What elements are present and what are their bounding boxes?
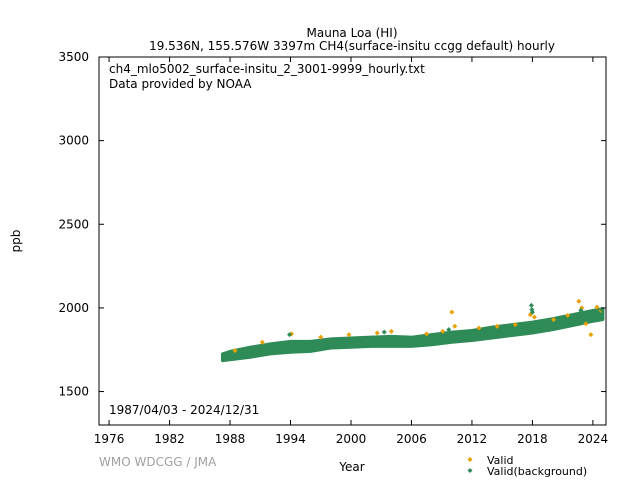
data-point-valid	[374, 330, 380, 336]
y-tick-label: 1500	[58, 385, 89, 399]
data-point-valid	[594, 304, 600, 310]
data-point-valid	[476, 325, 482, 331]
data-point-valid	[583, 321, 589, 327]
x-tick-label: 2024	[578, 432, 609, 446]
chart-subtitle: 19.536N, 155.576W 3397m CH4(surface-insi…	[149, 39, 555, 53]
y-tick-label: 2500	[58, 217, 89, 231]
legend-marker-valid	[467, 457, 473, 462]
data-point-valid	[346, 332, 352, 338]
data-point-valid	[259, 339, 265, 345]
data-point-valid	[232, 348, 238, 354]
data-point-valid	[551, 317, 557, 323]
x-tick-label: 1994	[275, 432, 306, 446]
data-point-valid	[576, 298, 582, 304]
x-tick-label: 1976	[94, 432, 125, 446]
data-point-valid-background	[578, 307, 584, 313]
credit-label: WMO WDCGG / JMA	[99, 455, 217, 469]
y-tick-label: 3000	[58, 134, 89, 148]
x-axis-label: Year	[338, 460, 364, 474]
axes: 1976 1982 1988 1994 2000 2006 2012 2018 2024 1500…	[58, 50, 608, 446]
data-point-valid-background	[529, 309, 535, 315]
plot-frame	[98, 56, 607, 426]
x-tick-label: 2012	[457, 432, 488, 446]
plot-marks	[220, 298, 605, 363]
x-tick-label: 2018	[517, 432, 548, 446]
x-tick-label: 2006	[396, 432, 427, 446]
data-point-valid-background	[381, 329, 387, 335]
y-tick-label: 2000	[58, 301, 89, 315]
data-point-valid	[440, 328, 446, 334]
legend: Valid Valid(background)	[467, 454, 587, 478]
x-tick-label: 1982	[154, 432, 185, 446]
legend-marker-valid-background	[467, 468, 473, 473]
data-point-valid	[494, 323, 500, 329]
legend-label-valid: Valid	[487, 454, 514, 467]
data-point-valid-background	[287, 332, 293, 338]
data-point-valid	[424, 331, 430, 337]
file-label: ch4_mlo5002_surface-insitu_2_3001-9999_h…	[109, 62, 425, 76]
data-point-valid	[449, 309, 455, 315]
data-point-valid	[588, 332, 594, 338]
x-tick-label: 2000	[336, 432, 367, 446]
x-tick-label: 1988	[215, 432, 246, 446]
series-band-valid-background	[220, 307, 605, 363]
y-axis-label: ppb	[9, 230, 23, 253]
chart-title: Mauna Loa (HI)	[307, 26, 398, 40]
data-point-valid	[452, 323, 458, 329]
data-point-valid	[388, 328, 394, 334]
y-tick-label: 3500	[58, 50, 89, 64]
data-point-valid	[318, 334, 324, 340]
legend-label-valid-background: Valid(background)	[487, 465, 587, 478]
data-point-valid-background	[446, 327, 452, 333]
data-point-valid	[565, 312, 571, 318]
data-point-valid	[531, 314, 537, 320]
provider-label: Data provided by NOAA	[109, 77, 252, 91]
date-range-label: 1987/04/03 - 2024/12/31	[109, 403, 259, 417]
data-point-valid-background	[528, 302, 534, 308]
data-point-valid	[512, 322, 518, 328]
